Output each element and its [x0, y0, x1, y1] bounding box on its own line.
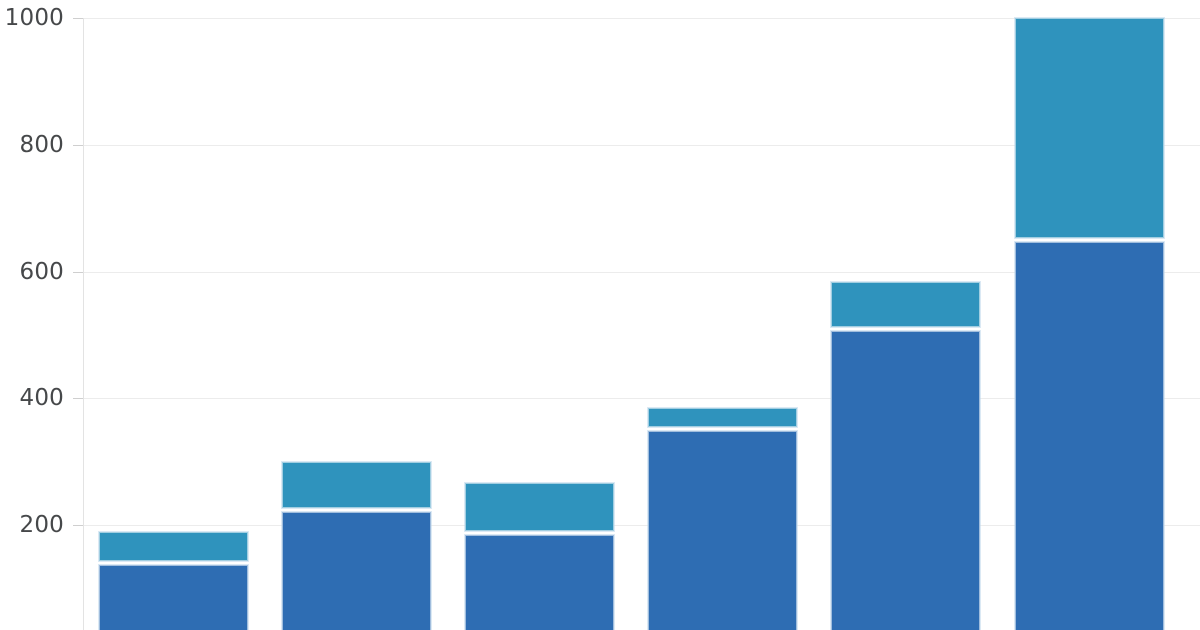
- y-tick-mark-200: [73, 525, 83, 526]
- y-tick-label-200: 200: [19, 512, 64, 538]
- gridline-1000: [83, 18, 1200, 19]
- bar-group[interactable]: [648, 0, 797, 630]
- bar-segment-upper[interactable]: [99, 531, 248, 561]
- bar-segment-upper[interactable]: [282, 461, 431, 508]
- y-tick-mark-1000: [73, 18, 83, 19]
- bar-segment-lower[interactable]: [282, 511, 431, 630]
- bar-segment-lower[interactable]: [831, 331, 980, 630]
- y-tick-mark-400: [73, 398, 83, 399]
- y-tick-mark-600: [73, 272, 83, 273]
- gridline-600: [83, 272, 1200, 273]
- y-tick-label-400: 400: [19, 385, 64, 411]
- bar-segment-lower[interactable]: [1015, 241, 1164, 630]
- bar-group[interactable]: [831, 0, 980, 630]
- gridline-200: [83, 525, 1200, 526]
- gridline-400: [83, 398, 1200, 399]
- gridline-800: [83, 145, 1200, 146]
- bar-segment-upper[interactable]: [831, 281, 980, 328]
- y-tick-label-800: 800: [19, 132, 64, 158]
- y-tick-mark-800: [73, 145, 83, 146]
- bar-group[interactable]: [282, 0, 431, 630]
- bar-segment-upper[interactable]: [648, 408, 797, 427]
- bar-group[interactable]: [1015, 0, 1164, 630]
- y-tick-label-600: 600: [19, 259, 64, 285]
- bar-group[interactable]: [465, 0, 614, 630]
- y-tick-label-1000: 1000: [4, 5, 64, 31]
- bar-group[interactable]: [99, 0, 248, 630]
- bar-segment-upper[interactable]: [465, 483, 614, 532]
- bar-segment-upper[interactable]: [1015, 18, 1164, 238]
- y-axis-line: [83, 18, 84, 630]
- bar-segment-lower[interactable]: [465, 535, 614, 630]
- bar-segment-lower[interactable]: [99, 564, 248, 630]
- bar-segment-lower[interactable]: [648, 430, 797, 630]
